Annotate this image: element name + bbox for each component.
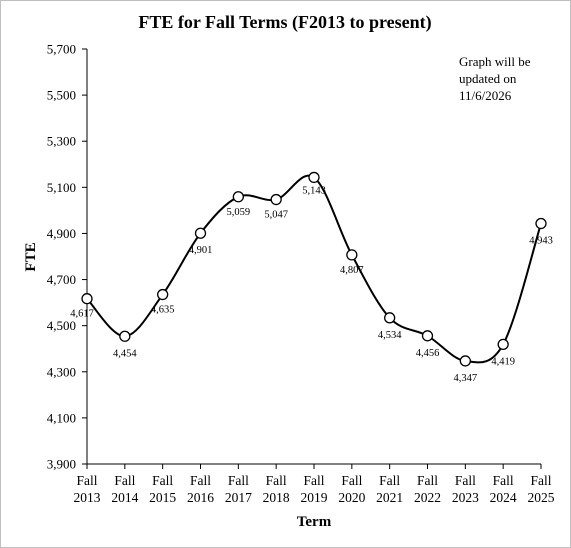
update-note-line: 11/6/2026 <box>459 88 512 103</box>
fte-series <box>81 171 547 367</box>
data-point-2014 <box>119 330 131 342</box>
y-tick-label: 5,300 <box>47 134 76 149</box>
data-point-2022 <box>421 330 434 342</box>
data-point-2024 <box>497 338 509 350</box>
x-tick-label: Fall 2019 <box>301 473 328 505</box>
x-tick-label: Fall 2023 <box>452 473 479 505</box>
y-axis-title: FTE <box>23 242 39 271</box>
data-label-2014: 4,454 <box>113 348 137 359</box>
data-label-2017: 5,059 <box>227 207 251 218</box>
update-note-line: updated on <box>459 71 517 86</box>
data-label-2019: 5,143 <box>302 185 326 196</box>
x-tick-label: Fall 2020 <box>338 473 365 505</box>
x-tick-label: Fall 2025 <box>528 473 555 505</box>
data-point-2025 <box>535 217 547 230</box>
x-tick-label: Fall 2022 <box>414 473 441 505</box>
data-label-2013: 4,617 <box>70 309 94 320</box>
x-axis-title: Term <box>297 514 332 530</box>
data-label-2016: 4,901 <box>189 245 213 256</box>
data-label-2022: 4,456 <box>416 348 440 359</box>
y-tick-label: 4,500 <box>47 318 76 333</box>
x-tick-label: Fall 2018 <box>263 473 290 505</box>
x-tick-label: Fall 2021 <box>376 473 403 505</box>
axes <box>86 49 541 465</box>
y-ticks: 3,900 4,100 4,300 4,500 4,700 4,900 5,100 5,300… <box>47 42 87 472</box>
data-label-2023: 4,347 <box>454 373 478 384</box>
data-point-2019 <box>308 171 320 184</box>
update-note-line: Graph will be <box>459 54 531 69</box>
chart-title: FTE for Fall Terms (F2013 to present) <box>138 12 431 33</box>
y-tick-label: 4,100 <box>47 410 76 425</box>
y-tick-label: 4,700 <box>47 272 76 287</box>
x-tick-label: Fall 2014 <box>111 473 138 505</box>
data-point-2016 <box>194 227 207 239</box>
x-tick-label: Fall 2017 <box>225 473 252 505</box>
data-label-2025: 4,943 <box>529 236 553 247</box>
data-point-2023 <box>459 355 471 367</box>
data-point-2017 <box>232 191 244 203</box>
x-tick-label: Fall 2024 <box>490 473 517 505</box>
y-tick-label: 3,900 <box>47 457 76 472</box>
data-point-2013 <box>81 293 93 305</box>
data-labels: 4,617 4,454 4,635 4,901 5,059 5,047 5,143 4,807… <box>70 185 553 384</box>
x-ticks: Fall 2013 Fall 2014 Fall 2015 Fall 2016 Fall 2017… <box>74 464 555 505</box>
y-tick-label: 4,900 <box>47 226 76 241</box>
fte-line <box>86 174 542 364</box>
data-point-2015 <box>157 288 169 301</box>
data-point-2020 <box>346 249 358 261</box>
data-label-2024: 4,419 <box>491 356 515 367</box>
y-tick-label: 5,100 <box>47 180 76 195</box>
data-point-2021 <box>384 312 396 324</box>
y-tick-label: 4,300 <box>47 364 76 379</box>
y-tick-label: 5,500 <box>47 88 76 103</box>
y-tick-label: 5,700 <box>47 42 76 57</box>
data-point-2018 <box>270 193 282 206</box>
data-label-2018: 5,047 <box>264 210 288 221</box>
data-label-2015: 4,635 <box>151 305 175 316</box>
x-tick-label: Fall 2013 <box>74 473 101 505</box>
x-tick-label: Fall 2015 <box>149 473 176 505</box>
data-label-2021: 4,534 <box>378 330 402 341</box>
update-note: Graph will be updated on 11/6/2026 <box>459 54 531 103</box>
x-tick-label: Fall 2016 <box>187 473 214 505</box>
data-label-2020: 4,807 <box>340 265 364 276</box>
